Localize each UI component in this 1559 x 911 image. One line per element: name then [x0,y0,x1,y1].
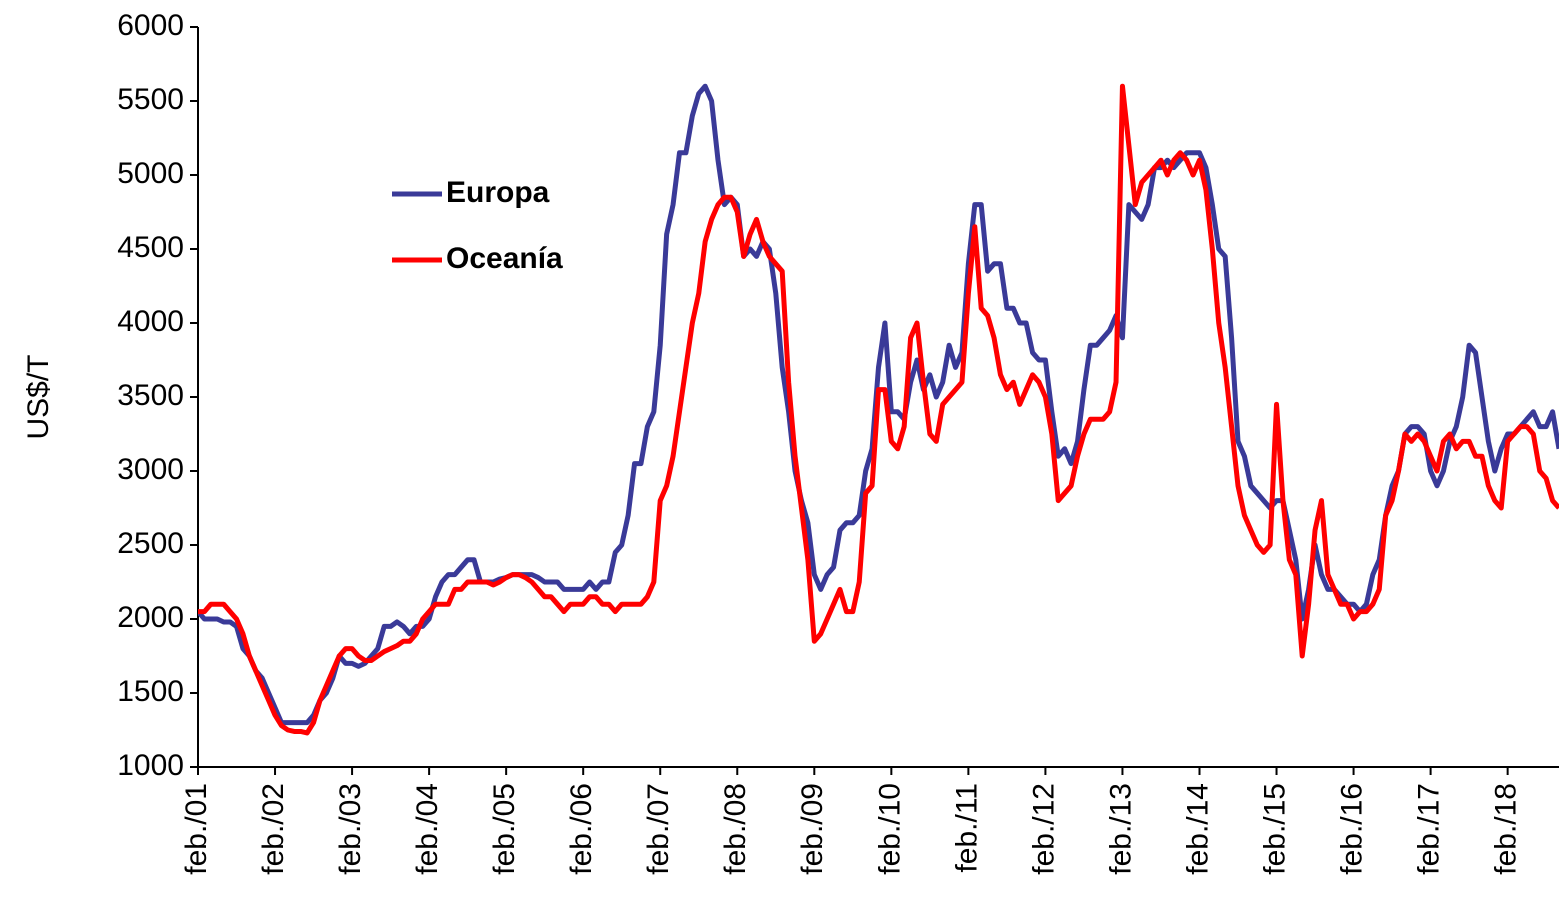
y-tick-label: 1000 [117,749,184,782]
x-tick-label: feb./06 [565,783,598,875]
y-tick-label: 5500 [117,83,184,116]
x-tick-label: feb./05 [488,783,521,875]
x-tick-label: feb./04 [411,783,444,875]
y-tick-label: 5000 [117,157,184,190]
y-tick-label: 4000 [117,305,184,338]
x-tick-label: feb./02 [257,783,290,875]
legend-label: Europa [446,176,550,209]
x-tick-label: feb./12 [1027,783,1060,875]
y-tick-label: 6000 [117,9,184,42]
y-tick-label: 3500 [117,379,184,412]
legend-label: Oceanía [446,242,563,275]
y-tick-label: 4500 [117,231,184,264]
y-tick-label: 1500 [117,675,184,708]
x-tick-label: feb./16 [1335,783,1368,875]
x-tick-label: feb./15 [1258,783,1291,875]
x-tick-label: feb./07 [642,783,675,875]
x-tick-label: feb./10 [873,783,906,875]
y-tick-label: 2000 [117,601,184,634]
y-tick-label: 2500 [117,527,184,560]
y-tick-label: 3000 [117,453,184,486]
x-tick-label: feb./03 [334,783,367,875]
x-tick-label: feb./13 [1104,783,1137,875]
x-tick-label: feb./09 [796,783,829,875]
x-tick-label: feb./08 [719,783,752,875]
x-tick-label: feb./18 [1490,783,1523,875]
x-tick-label: feb./14 [1181,783,1214,875]
y-axis-label: US$/T [22,354,55,439]
x-tick-label: feb./01 [180,783,213,875]
series-line [198,83,1559,736]
x-tick-label: feb./17 [1413,783,1446,875]
x-tick-label: feb./11 [950,783,983,873]
